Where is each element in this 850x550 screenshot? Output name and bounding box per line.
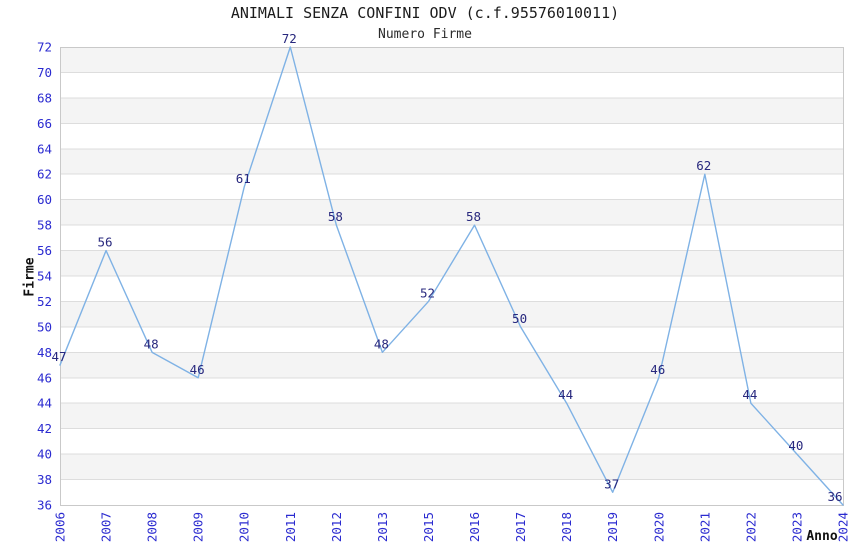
svg-text:60: 60 xyxy=(37,192,52,207)
y-axis-tick-labels: 36 38 40 42 44 46 48 50 52 54 56 58 60 62 64 66 68 70 72 xyxy=(37,40,52,513)
svg-text:62: 62 xyxy=(37,167,52,182)
svg-text:58: 58 xyxy=(466,209,481,224)
svg-text:56: 56 xyxy=(98,235,113,250)
plot-border xyxy=(60,47,844,506)
svg-text:48: 48 xyxy=(37,345,52,360)
svg-text:2011: 2011 xyxy=(283,512,298,542)
y-axis-title: Firme xyxy=(23,257,38,296)
svg-text:46: 46 xyxy=(650,362,665,377)
svg-text:2007: 2007 xyxy=(99,512,114,542)
svg-text:2020: 2020 xyxy=(651,512,666,542)
svg-text:68: 68 xyxy=(37,90,52,105)
chart-subtitle: Numero Firme xyxy=(378,27,472,42)
svg-text:61: 61 xyxy=(236,171,251,186)
svg-text:2017: 2017 xyxy=(513,512,528,542)
svg-text:40: 40 xyxy=(788,438,803,453)
svg-text:2015: 2015 xyxy=(421,512,436,542)
svg-text:44: 44 xyxy=(742,387,757,402)
data-point-labels: 47 56 48 46 61 72 58 48 52 58 50 44 37 46 62 44 40 36 xyxy=(51,31,842,504)
x-axis-tick-labels: 2006 2007 2008 2009 2010 2011 2012 2013 2015 2016… xyxy=(53,512,850,542)
svg-text:2024: 2024 xyxy=(836,512,850,542)
svg-text:2008: 2008 xyxy=(145,512,160,542)
svg-text:36: 36 xyxy=(827,489,842,504)
x-axis-title: Anno xyxy=(806,529,837,544)
svg-text:2023: 2023 xyxy=(789,512,804,542)
svg-text:58: 58 xyxy=(328,209,343,224)
svg-text:58: 58 xyxy=(37,218,52,233)
svg-text:2018: 2018 xyxy=(559,512,574,542)
svg-text:36: 36 xyxy=(37,498,52,513)
svg-text:56: 56 xyxy=(37,243,52,258)
svg-text:50: 50 xyxy=(37,319,52,334)
svg-text:66: 66 xyxy=(37,116,52,131)
svg-text:2012: 2012 xyxy=(329,512,344,542)
svg-text:62: 62 xyxy=(696,158,711,173)
svg-text:52: 52 xyxy=(37,294,52,309)
svg-text:72: 72 xyxy=(37,40,52,55)
svg-text:48: 48 xyxy=(144,336,159,351)
svg-text:47: 47 xyxy=(51,349,66,364)
grid-lines xyxy=(60,71,843,481)
svg-text:2009: 2009 xyxy=(191,512,206,542)
svg-text:2021: 2021 xyxy=(697,512,712,542)
svg-text:64: 64 xyxy=(37,141,52,156)
plot-bands xyxy=(60,47,843,505)
svg-text:2022: 2022 xyxy=(743,512,758,542)
data-line xyxy=(59,46,844,506)
svg-text:2016: 2016 xyxy=(467,512,482,542)
svg-text:52: 52 xyxy=(420,285,435,300)
svg-text:46: 46 xyxy=(190,362,205,377)
svg-text:48: 48 xyxy=(374,336,389,351)
chart-title: ANIMALI SENZA CONFINI ODV (c.f.955760100… xyxy=(230,4,620,22)
svg-text:44: 44 xyxy=(558,387,573,402)
svg-text:42: 42 xyxy=(37,421,52,436)
svg-text:2019: 2019 xyxy=(605,512,620,542)
svg-text:2006: 2006 xyxy=(53,512,68,542)
svg-text:70: 70 xyxy=(37,65,52,80)
svg-text:44: 44 xyxy=(37,396,52,411)
svg-text:2010: 2010 xyxy=(237,512,252,542)
svg-text:2013: 2013 xyxy=(375,512,390,542)
svg-text:40: 40 xyxy=(37,447,52,462)
svg-text:50: 50 xyxy=(512,311,527,326)
svg-text:72: 72 xyxy=(282,31,297,46)
svg-text:38: 38 xyxy=(37,472,52,487)
svg-text:37: 37 xyxy=(604,476,619,491)
svg-text:46: 46 xyxy=(37,370,52,385)
svg-text:54: 54 xyxy=(37,269,52,284)
